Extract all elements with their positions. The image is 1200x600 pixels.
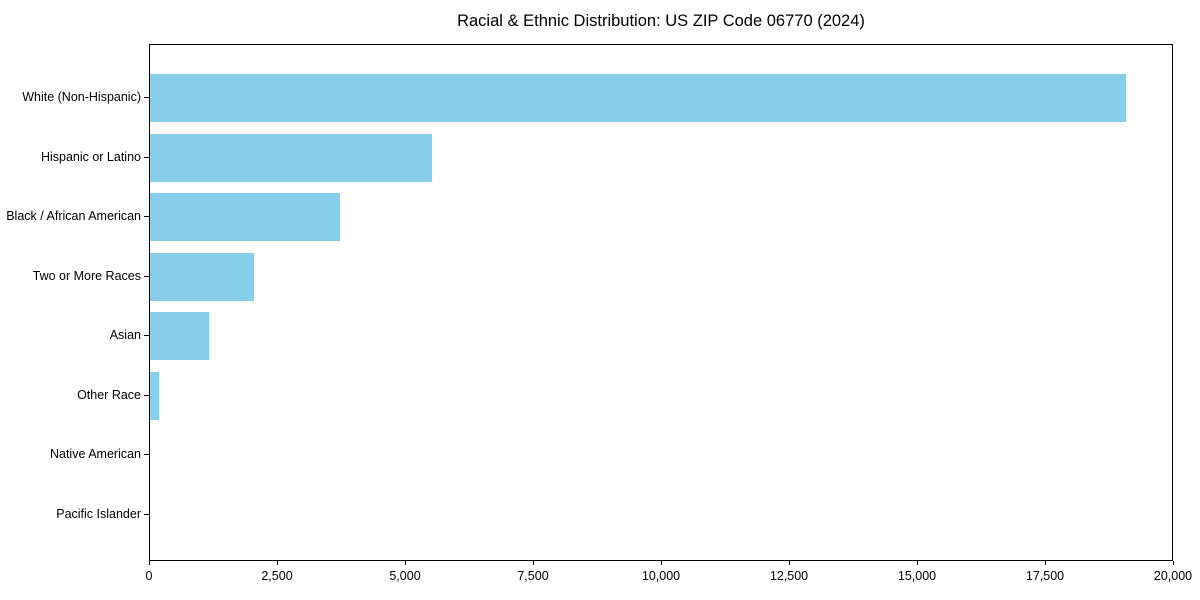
y-axis-label: Asian [109,328,141,343]
chart-title: Racial & Ethnic Distribution: US ZIP Cod… [457,12,865,30]
bar [150,193,340,242]
bar [150,371,159,420]
y-axis-label: Black / African American [6,209,141,224]
y-tick [144,97,149,98]
plot-area [149,44,1173,561]
bar [150,312,209,361]
y-tick [144,275,149,277]
x-tick [1172,561,1174,565]
x-tick-label: 7,500 [517,569,549,583]
x-tick [148,561,150,565]
x-tick-label: 2,500 [261,569,293,583]
bar [150,252,254,301]
y-axis-labels: White (Non-Hispanic) Hispanic or Latino Bl… [0,44,141,561]
x-tick-label: 5,000 [389,569,421,583]
x-tick [404,561,406,565]
y-axis-label: Hispanic or Latino [40,149,141,164]
x-tick [532,561,534,565]
x-tick [788,561,790,565]
x-tick-label: 10,000 [641,569,681,583]
x-tick [916,561,918,565]
y-tick [144,394,149,396]
x-tick-label: 20,000 [1153,569,1193,583]
y-axis-label: Two or More Races [32,268,141,283]
x-tick [1044,561,1046,565]
y-tick [144,216,149,218]
bar [150,133,432,182]
x-tick [660,561,662,565]
x-tick-label: 15,000 [897,569,937,583]
y-axis-label: Other Race [77,387,141,402]
y-tick [144,335,149,337]
x-tick [276,561,278,565]
x-tick-label: 12,500 [769,569,809,583]
x-tick-label: 0 [145,569,153,583]
y-tick [144,454,149,456]
y-axis-label: Pacific Islander [56,506,141,521]
y-axis-label: White (Non-Hispanic) [22,90,141,104]
y-axis-label: Native American [49,447,141,462]
y-tick [144,513,149,515]
bar [150,74,1126,122]
x-tick-label: 17,500 [1025,569,1065,583]
y-tick [144,156,149,158]
